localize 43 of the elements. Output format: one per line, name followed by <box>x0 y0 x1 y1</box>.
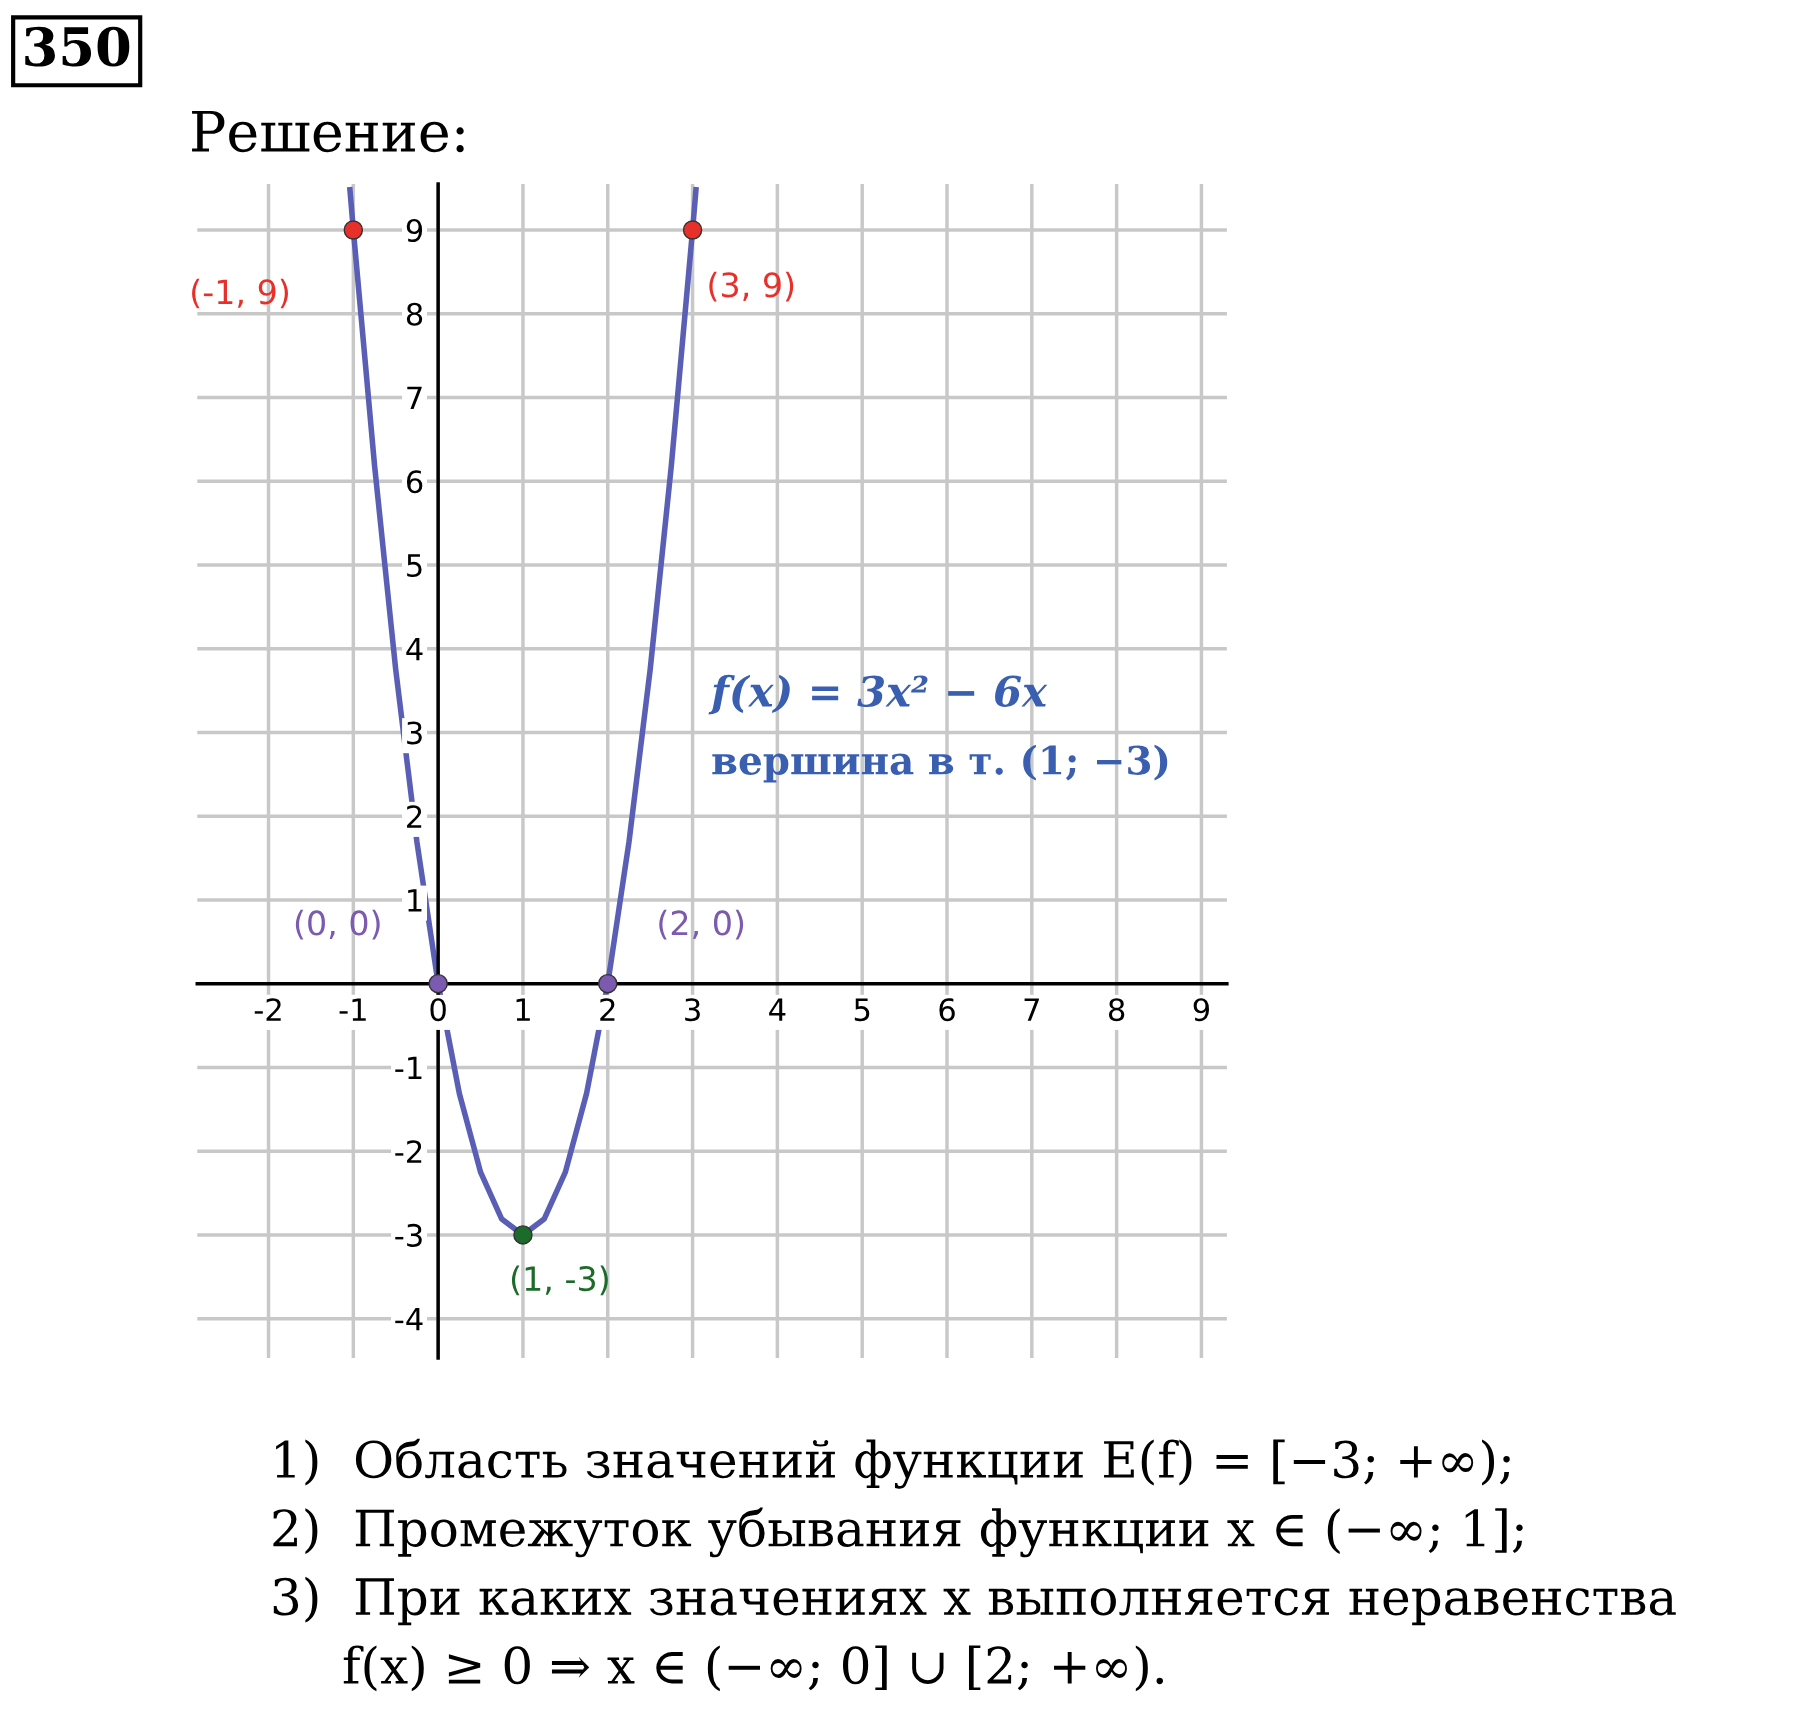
x-tick-label: 5 <box>854 998 870 1022</box>
x-tick-label: -2 <box>254 998 281 1021</box>
annotation: (0, 0) <box>295 909 380 940</box>
text: 1) Область значений функции E(f) = [−3; +∞); <box>276 1438 1510 1489</box>
x-tick-label: 9 <box>1193 998 1210 1022</box>
y-tick-label: 7 <box>407 386 422 410</box>
text: f(x) ≥ 0 ⇒ x ∈ (−∞; 0] ∪ [2; +∞). <box>343 1645 1163 1692</box>
annotation: вершина в т. (1; −3) <box>712 744 1168 783</box>
x-tick-label: 2 <box>600 998 615 1021</box>
point <box>343 220 364 240</box>
y-tick-label: 8 <box>406 302 423 326</box>
y-tick-label: 2 <box>407 805 422 828</box>
y-tick-label: 1 <box>408 889 422 912</box>
y-tick-label: 3 <box>407 721 422 745</box>
annotation: (-1, 9) <box>192 278 288 309</box>
y-tick-label: -3 <box>395 1223 422 1247</box>
x-tick-label: 7 <box>1024 998 1039 1021</box>
point <box>682 220 703 240</box>
y-tick-label: -4 <box>395 1308 423 1331</box>
text: 350 <box>25 26 130 67</box>
annotation: (1, -3) <box>511 1265 608 1296</box>
x-tick-label: -1 <box>339 998 366 1021</box>
x-tick-label: 4 <box>769 998 786 1021</box>
y-tick-label: 9 <box>406 218 423 243</box>
y-tick-label: -2 <box>395 1140 422 1163</box>
point <box>513 1225 533 1245</box>
x-tick-label: 1 <box>516 998 530 1021</box>
point <box>598 973 618 994</box>
chart-title: Решение: <box>192 110 464 153</box>
x-tick-label: 6 <box>939 998 955 1022</box>
y-tick-label: 4 <box>406 638 423 661</box>
annotation: (3, 9) <box>709 271 794 302</box>
annotation: (2, 0) <box>659 909 744 940</box>
text: 3) При каких значениях x выполняется неравенства <box>273 1576 1676 1626</box>
annotation: f(x) = 3x² − 6x <box>708 674 1048 715</box>
y-tick-label: -1 <box>395 1056 422 1080</box>
x-tick-label: 8 <box>1108 998 1125 1022</box>
point <box>428 973 448 994</box>
y-tick-label: 6 <box>406 470 423 494</box>
x-tick-label: 3 <box>685 998 700 1022</box>
x-tick-label: 0 <box>430 998 446 1022</box>
y-tick-label: 5 <box>407 554 422 578</box>
text: 2) Промежуток убывания функции x ∈ (−∞; 1]; <box>273 1507 1523 1558</box>
